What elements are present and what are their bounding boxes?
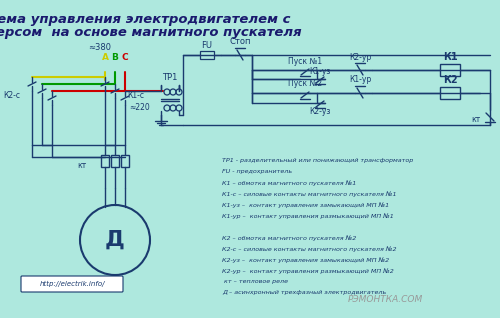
Text: ≈380: ≈380 bbox=[88, 44, 112, 52]
Text: реверсом  на основе магнитного пускателя: реверсом на основе магнитного пускателя bbox=[0, 26, 302, 39]
Text: Стоп: Стоп bbox=[229, 38, 251, 46]
Text: ТР1: ТР1 bbox=[162, 73, 178, 82]
Text: К2-с – силовые контакты магнитного пускателя №2: К2-с – силовые контакты магнитного пуска… bbox=[222, 246, 396, 252]
Text: A: A bbox=[102, 53, 108, 63]
Text: Д: Д bbox=[105, 230, 125, 250]
Text: http://electrik.info/: http://electrik.info/ bbox=[39, 281, 105, 287]
Bar bbox=[111, 155, 119, 167]
Text: К1 – обмотка магнитного пускателя №1: К1 – обмотка магнитного пускателя №1 bbox=[222, 180, 356, 186]
Text: кт – тепловое реле: кт – тепловое реле bbox=[222, 279, 288, 284]
Bar bbox=[200, 51, 214, 59]
Text: Схема управления электродвигателем с: Схема управления электродвигателем с bbox=[0, 13, 291, 26]
Text: кт: кт bbox=[471, 114, 480, 123]
Text: К2-ур: К2-ур bbox=[349, 52, 371, 61]
FancyBboxPatch shape bbox=[21, 276, 123, 292]
Bar bbox=[101, 155, 109, 167]
Text: B: B bbox=[112, 53, 118, 63]
Text: К2-уз: К2-уз bbox=[310, 107, 330, 116]
Text: Д – асинхронный трехфазный электродвигатель: Д – асинхронный трехфазный электродвигат… bbox=[222, 290, 386, 295]
Text: FU - предохранитель: FU - предохранитель bbox=[222, 169, 292, 174]
Text: кт: кт bbox=[78, 161, 87, 169]
Text: К1: К1 bbox=[442, 52, 458, 62]
Text: К1-уз –  контакт управления замыкающий МП №1: К1-уз – контакт управления замыкающий МП… bbox=[222, 202, 389, 208]
Text: К1-с – силовые контакты магнитного пускателя №1: К1-с – силовые контакты магнитного пуска… bbox=[222, 191, 396, 197]
Text: РЭМОНТКА.СОМ: РЭМОНТКА.СОМ bbox=[348, 295, 422, 305]
Text: К2-с: К2-с bbox=[3, 91, 20, 100]
Text: К1-ур: К1-ур bbox=[349, 75, 371, 85]
Text: К2 – обмотка магнитного пускателя №2: К2 – обмотка магнитного пускателя №2 bbox=[222, 235, 356, 241]
Text: Пуск №2: Пуск №2 bbox=[288, 80, 322, 88]
Text: ТР1 - разделительный или понижающий трансформатор: ТР1 - разделительный или понижающий тран… bbox=[222, 158, 413, 163]
Bar bbox=[121, 155, 129, 167]
Text: FU: FU bbox=[202, 42, 212, 51]
Text: К1-уз: К1-уз bbox=[310, 66, 330, 75]
Text: К1-с: К1-с bbox=[127, 91, 144, 100]
Text: C: C bbox=[122, 53, 128, 63]
Text: К1-ур –  контакт управления размыкающий МП №1: К1-ур – контакт управления размыкающий М… bbox=[222, 213, 394, 219]
Text: К2: К2 bbox=[442, 75, 458, 85]
Text: ≈220: ≈220 bbox=[129, 103, 150, 113]
Bar bbox=[440, 64, 460, 76]
Bar bbox=[440, 87, 460, 99]
Text: Пуск №1: Пуск №1 bbox=[288, 57, 322, 66]
Text: К2-ур –  контакт управления размыкающий МП №2: К2-ур – контакт управления размыкающий М… bbox=[222, 268, 394, 274]
Text: К2-уз –  контакт управления замыкающий МП №2: К2-уз – контакт управления замыкающий МП… bbox=[222, 257, 389, 263]
